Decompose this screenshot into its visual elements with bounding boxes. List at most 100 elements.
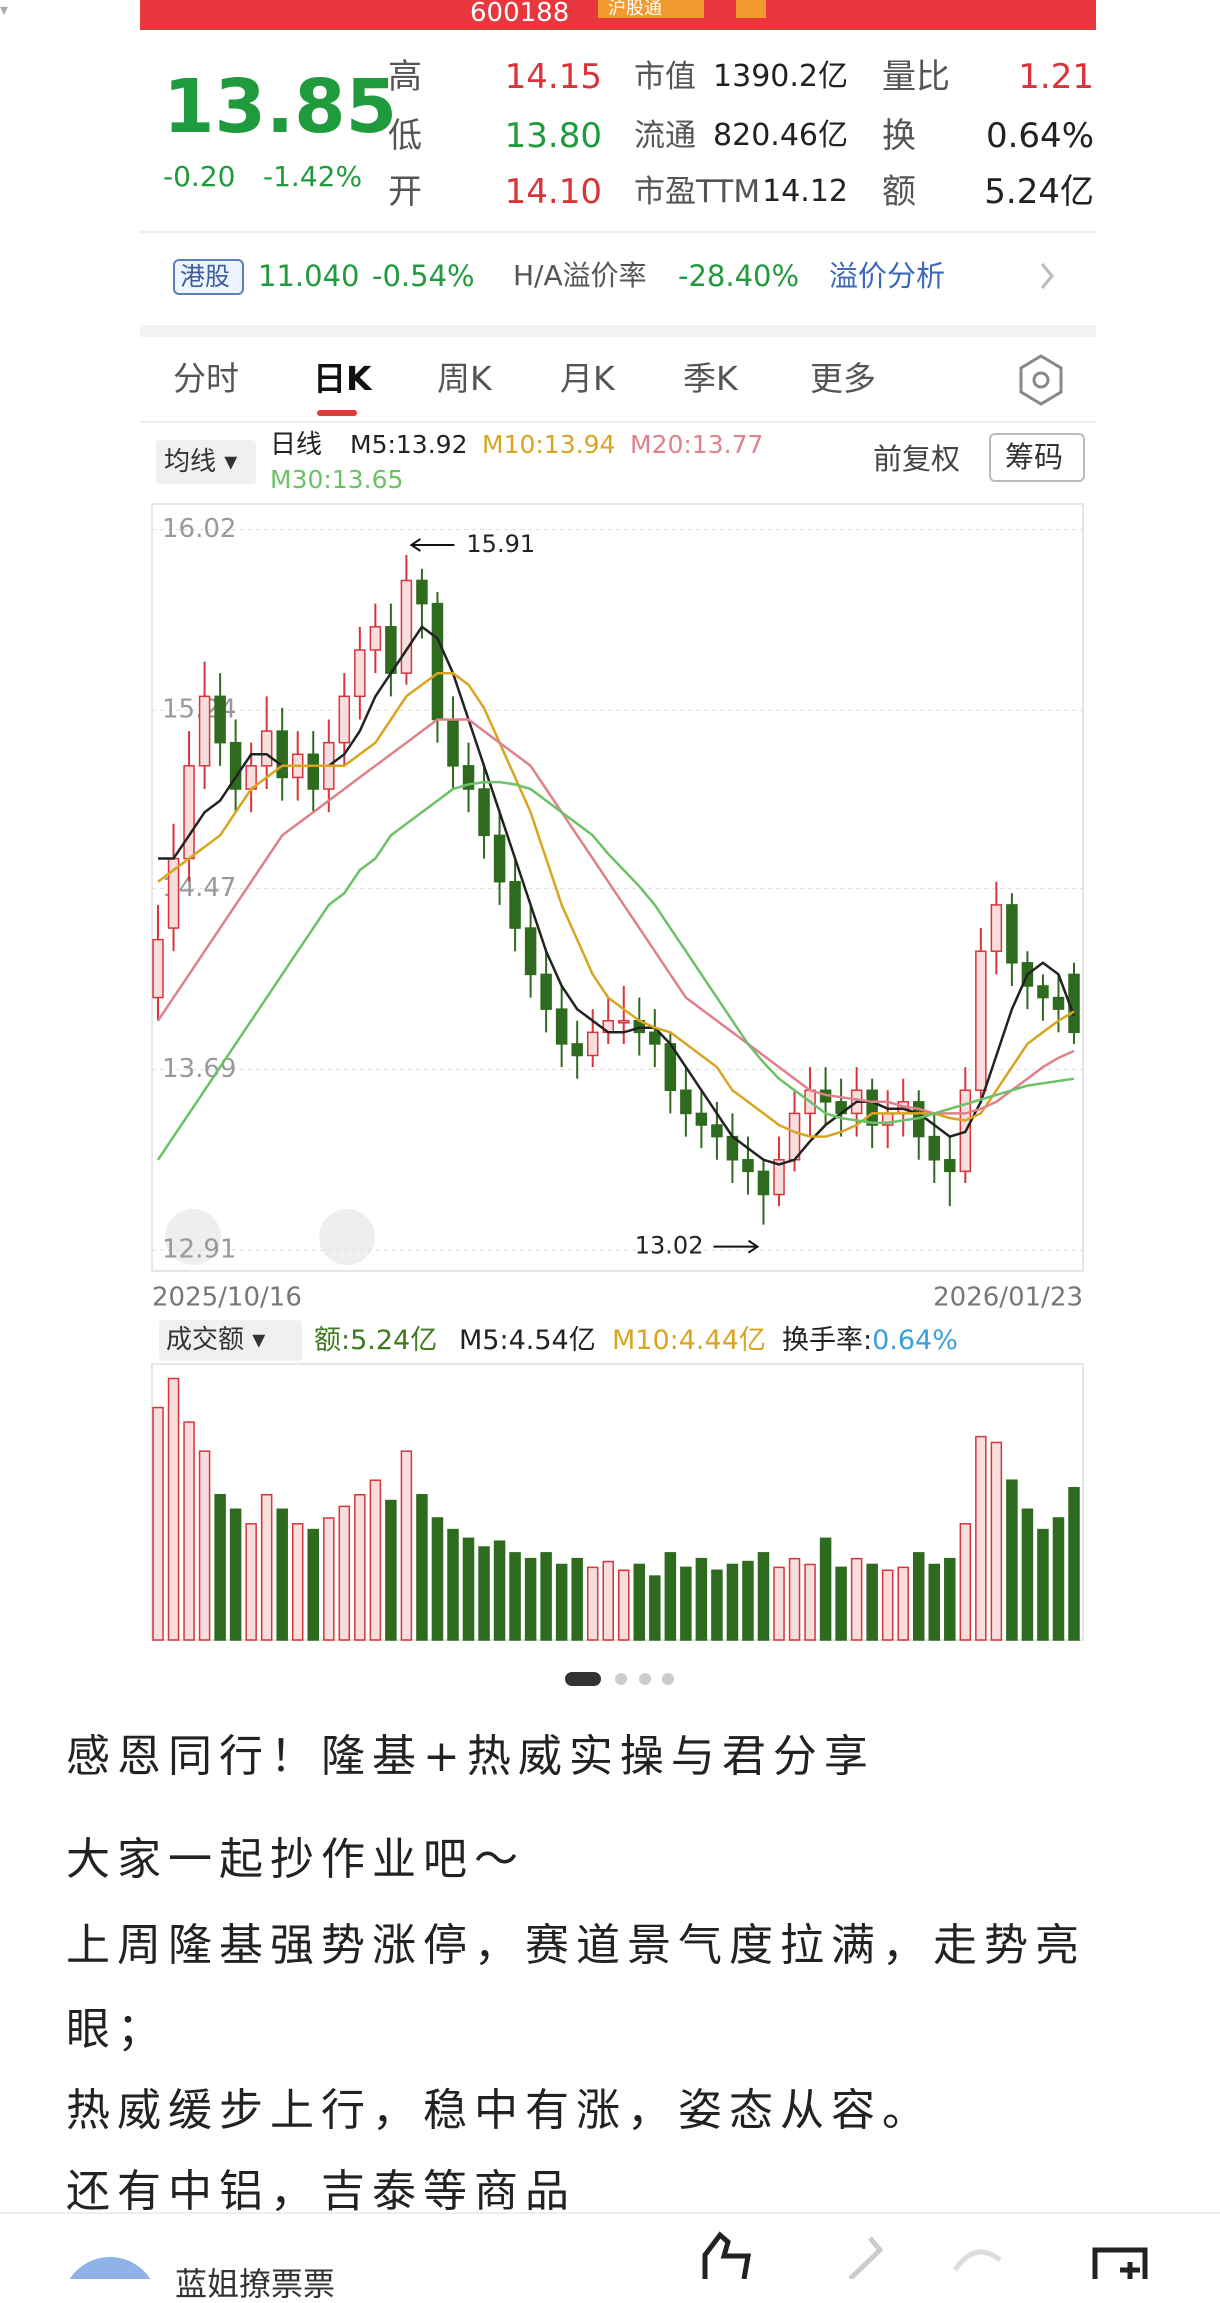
candle-body bbox=[400, 579, 413, 674]
adjust-label[interactable]: 前复权 bbox=[873, 442, 961, 476]
turnover-label: 换手率: bbox=[782, 1325, 873, 1356]
candle-body bbox=[447, 718, 459, 767]
ma-legend: M20:13.77 bbox=[630, 430, 764, 459]
volume-bar bbox=[385, 1499, 397, 1641]
volume-bar bbox=[400, 1450, 413, 1641]
candle-body bbox=[773, 1159, 785, 1196]
share-icon[interactable] bbox=[848, 2236, 884, 2279]
y-tick-label: 16.02 bbox=[162, 514, 236, 544]
volume-bar bbox=[897, 1566, 909, 1641]
volume-bar bbox=[323, 1517, 335, 1641]
volume-bar bbox=[1052, 1517, 1065, 1641]
selector-text: 成交额 bbox=[166, 1325, 245, 1355]
candle-body bbox=[975, 950, 987, 1092]
chips-button[interactable]: 筹码 bbox=[1005, 440, 1064, 474]
tag-bg bbox=[598, 0, 704, 18]
candle-body bbox=[431, 602, 444, 721]
change-pct: -1.42% bbox=[263, 160, 363, 193]
plot-frame bbox=[151, 503, 1084, 1272]
page-dot bbox=[615, 1673, 627, 1685]
volume-bar bbox=[649, 1575, 661, 1641]
tab[interactable]: 月K bbox=[560, 359, 615, 398]
hk-tag bbox=[173, 259, 244, 295]
post-line: 眼； bbox=[66, 2004, 168, 2055]
volume-bar bbox=[975, 1435, 987, 1641]
volume-bar bbox=[462, 1537, 475, 1641]
volume-bar bbox=[866, 1563, 878, 1641]
fullscreen-button[interactable] bbox=[319, 1209, 375, 1265]
post-line: 上周隆基强势涨停，赛道景气度拉满，走势亮 bbox=[66, 1920, 1086, 1971]
candle-body bbox=[1037, 985, 1049, 999]
volume-bar bbox=[152, 1406, 164, 1641]
candle-body bbox=[711, 1124, 723, 1138]
avatar[interactable] bbox=[62, 2257, 158, 2279]
volume-bar bbox=[959, 1523, 972, 1641]
stat-label: 量比 bbox=[882, 57, 950, 97]
tab[interactable]: 周K bbox=[437, 359, 492, 398]
page-dot bbox=[639, 1673, 651, 1685]
add-icon[interactable] bbox=[1092, 2247, 1148, 2279]
volume-bar bbox=[416, 1493, 428, 1641]
stat-label: 市盈TTM bbox=[634, 173, 761, 210]
like-icon[interactable] bbox=[702, 2231, 751, 2279]
stat-label: 额 bbox=[882, 172, 916, 212]
stat-value: 14.12 bbox=[762, 174, 848, 209]
tab[interactable]: 更多 bbox=[810, 359, 876, 398]
selector-bg[interactable] bbox=[156, 440, 256, 484]
volume-bar bbox=[167, 1377, 180, 1641]
premium: -28.40% bbox=[678, 259, 800, 293]
candle-body bbox=[416, 579, 428, 605]
chevron bbox=[1040, 263, 1054, 289]
ma-line bbox=[157, 671, 1075, 1138]
page-dot bbox=[662, 1673, 674, 1685]
candle-body bbox=[618, 1019, 630, 1024]
volume-bar bbox=[198, 1450, 211, 1641]
volume-selector[interactable]: 成交额 ▾ bbox=[166, 1325, 266, 1355]
premium-link[interactable]: 溢价分析 bbox=[829, 259, 946, 293]
ma-legend: M5:13.92 bbox=[350, 430, 468, 459]
volume-bar bbox=[183, 1421, 195, 1641]
volume-bar bbox=[369, 1479, 382, 1641]
volume-bar bbox=[1006, 1479, 1018, 1641]
button-bg[interactable] bbox=[989, 433, 1085, 482]
turnover-value: 0.64% bbox=[872, 1325, 958, 1356]
candle-body bbox=[586, 1031, 599, 1057]
volume-bar bbox=[478, 1546, 490, 1641]
settings-icon[interactable] bbox=[1019, 354, 1063, 406]
selector-text: 均线 bbox=[164, 447, 217, 477]
volume-bar bbox=[493, 1540, 506, 1641]
tab[interactable]: 季K bbox=[683, 359, 738, 398]
page-dot bbox=[565, 1672, 601, 1686]
candle-body bbox=[214, 695, 226, 744]
y-tick-label: 13.69 bbox=[162, 1054, 236, 1084]
candle-body bbox=[990, 904, 1003, 952]
hk-price: 11.040 bbox=[258, 259, 360, 293]
stat-label: 低 bbox=[388, 116, 422, 156]
stat-value: 820.46亿 bbox=[713, 118, 848, 153]
tab[interactable]: 分时 bbox=[173, 359, 239, 398]
volume-bar bbox=[850, 1557, 863, 1641]
volume-bar bbox=[664, 1552, 677, 1641]
stat-value: 13.80 bbox=[504, 116, 602, 156]
candle-body bbox=[571, 1043, 583, 1057]
hk-tag-text: 港股 bbox=[180, 262, 231, 291]
comment-icon[interactable] bbox=[952, 2249, 1002, 2272]
user-name[interactable]: 蓝姐撩票票 bbox=[175, 2265, 336, 2303]
post-line: 大家一起抄作业吧～ bbox=[66, 1834, 525, 1885]
premium-label: H/A溢价率 bbox=[513, 259, 647, 292]
volume-bar bbox=[633, 1563, 646, 1641]
candle-body bbox=[198, 695, 211, 767]
stat-label: 流通 bbox=[634, 117, 696, 154]
ma-selector[interactable]: 均线 ▾ bbox=[164, 447, 238, 477]
volume-bar bbox=[540, 1552, 552, 1641]
volume-bar bbox=[524, 1557, 537, 1641]
stock-tag: 沪股通 bbox=[608, 0, 662, 19]
expand-button[interactable] bbox=[165, 1209, 221, 1265]
candle-body bbox=[338, 695, 351, 744]
tab[interactable]: 日K bbox=[313, 359, 372, 398]
candle-body bbox=[540, 973, 552, 1010]
selector-bg[interactable] bbox=[159, 1320, 302, 1361]
volume-bar bbox=[928, 1563, 941, 1641]
candle-body bbox=[462, 765, 475, 790]
